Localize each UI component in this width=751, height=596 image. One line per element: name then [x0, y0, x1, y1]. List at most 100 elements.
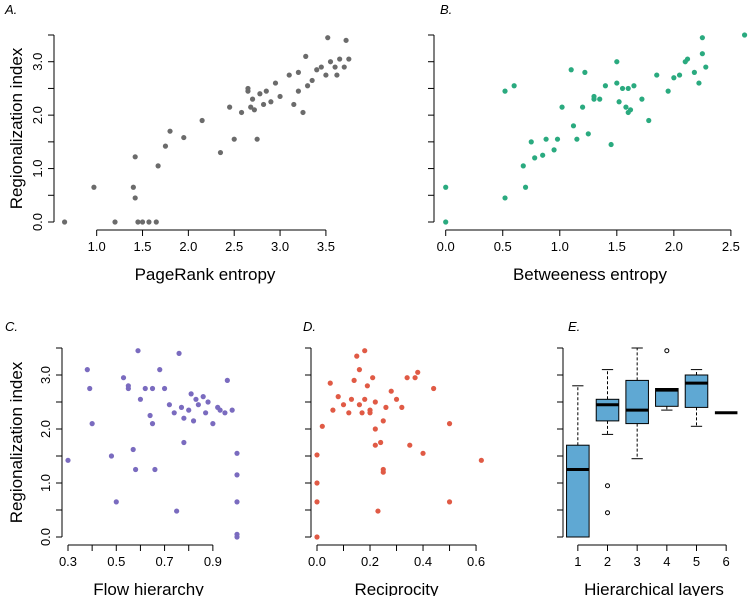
data-point [367, 410, 373, 416]
data-point [195, 402, 201, 408]
data-point [318, 64, 324, 70]
data-point [383, 404, 389, 410]
data-point [602, 83, 609, 89]
data-point [337, 56, 343, 62]
data-point [370, 375, 376, 381]
data-point [91, 184, 97, 190]
data-point [568, 67, 574, 73]
x-tick-label: 2.5 [225, 239, 243, 254]
data-point [171, 410, 177, 416]
data-point [286, 72, 292, 78]
data-point [161, 385, 168, 392]
data-point [248, 104, 254, 110]
outlier [605, 510, 610, 516]
data-point [314, 452, 320, 458]
data-point [147, 412, 153, 419]
data-point [137, 396, 144, 402]
data-point [407, 442, 413, 448]
data-point [125, 383, 131, 389]
x-tick-label: 1.5 [133, 239, 151, 254]
data-point [181, 439, 187, 446]
box-body [625, 379, 649, 425]
data-point [340, 402, 347, 408]
data-point [528, 139, 534, 145]
data-point [691, 69, 697, 75]
data-point [314, 499, 320, 505]
data-point [431, 385, 437, 392]
data-point [356, 402, 363, 408]
data-point [631, 83, 637, 89]
data-point [614, 80, 620, 86]
data-point [319, 423, 325, 429]
data-point [277, 93, 283, 100]
data-point [579, 104, 586, 110]
data-point [84, 367, 90, 373]
data-point [327, 59, 334, 65]
data-point [684, 56, 691, 62]
outlier [664, 348, 670, 354]
panel-b: B. 0.0 0.5 1.0 1.5 2.0 2.5 Betweeness entropy [428, 2, 748, 284]
data-point [152, 466, 158, 473]
panel-e: E. 1 2 3 4 5 6 Hierarchical layers [557, 319, 738, 596]
data-point [135, 219, 141, 225]
panel-label: B. [440, 2, 452, 17]
data-point [334, 72, 340, 78]
data-point [399, 404, 405, 410]
data-point [478, 457, 484, 463]
data-point [304, 83, 311, 89]
data-point [87, 385, 93, 392]
data-point [193, 396, 199, 402]
data-point [149, 385, 156, 392]
x-axis-label: Flow hierarchy [93, 580, 204, 596]
data-point [142, 385, 148, 392]
data-point [309, 77, 315, 84]
data-point [314, 67, 320, 73]
data-point [268, 99, 274, 105]
outlier [605, 483, 610, 489]
data-point [574, 136, 580, 142]
data-point [362, 348, 368, 354]
data-point [176, 350, 182, 356]
data-point [314, 534, 320, 540]
x-tick-label: 6 [723, 554, 730, 569]
data-point [614, 59, 620, 65]
data-point [585, 131, 591, 137]
data-point [703, 64, 709, 70]
data-point [380, 469, 386, 475]
box-4 [655, 348, 679, 411]
box-2 [595, 369, 620, 516]
data-point [346, 56, 352, 62]
data-point [582, 69, 588, 75]
data-point [591, 96, 597, 102]
data-point [272, 80, 279, 86]
x-tick-label: 3 [634, 554, 641, 569]
x-tick-label: 0.9 [204, 554, 222, 569]
data-point [415, 369, 421, 375]
data-point [551, 147, 557, 153]
data-point [335, 394, 341, 400]
data-point [502, 88, 508, 94]
data-point [404, 375, 410, 381]
y-tick-label: 2.0 [38, 420, 53, 438]
data-point [520, 163, 526, 169]
data-point [174, 508, 180, 514]
data-point [200, 394, 206, 400]
data-point [257, 91, 263, 97]
panel-a: A. 0.0 1.0 2.0 3.0 Regionalization index 1.0 1.… [4, 2, 352, 284]
data-point [623, 104, 629, 110]
data-point [443, 219, 449, 225]
data-point [210, 421, 216, 427]
data-point [203, 410, 209, 416]
data-point [112, 219, 118, 225]
data-point [332, 64, 338, 70]
y-axis-label: Regionalization index [7, 47, 26, 209]
data-point [178, 404, 185, 410]
data-point [217, 407, 223, 413]
data-point [351, 377, 357, 383]
data-point [199, 117, 205, 124]
data-point [420, 450, 426, 456]
data-point [303, 53, 309, 59]
x-tick-label: 2 [604, 554, 611, 569]
data-point [346, 410, 352, 416]
data-point [665, 88, 671, 94]
